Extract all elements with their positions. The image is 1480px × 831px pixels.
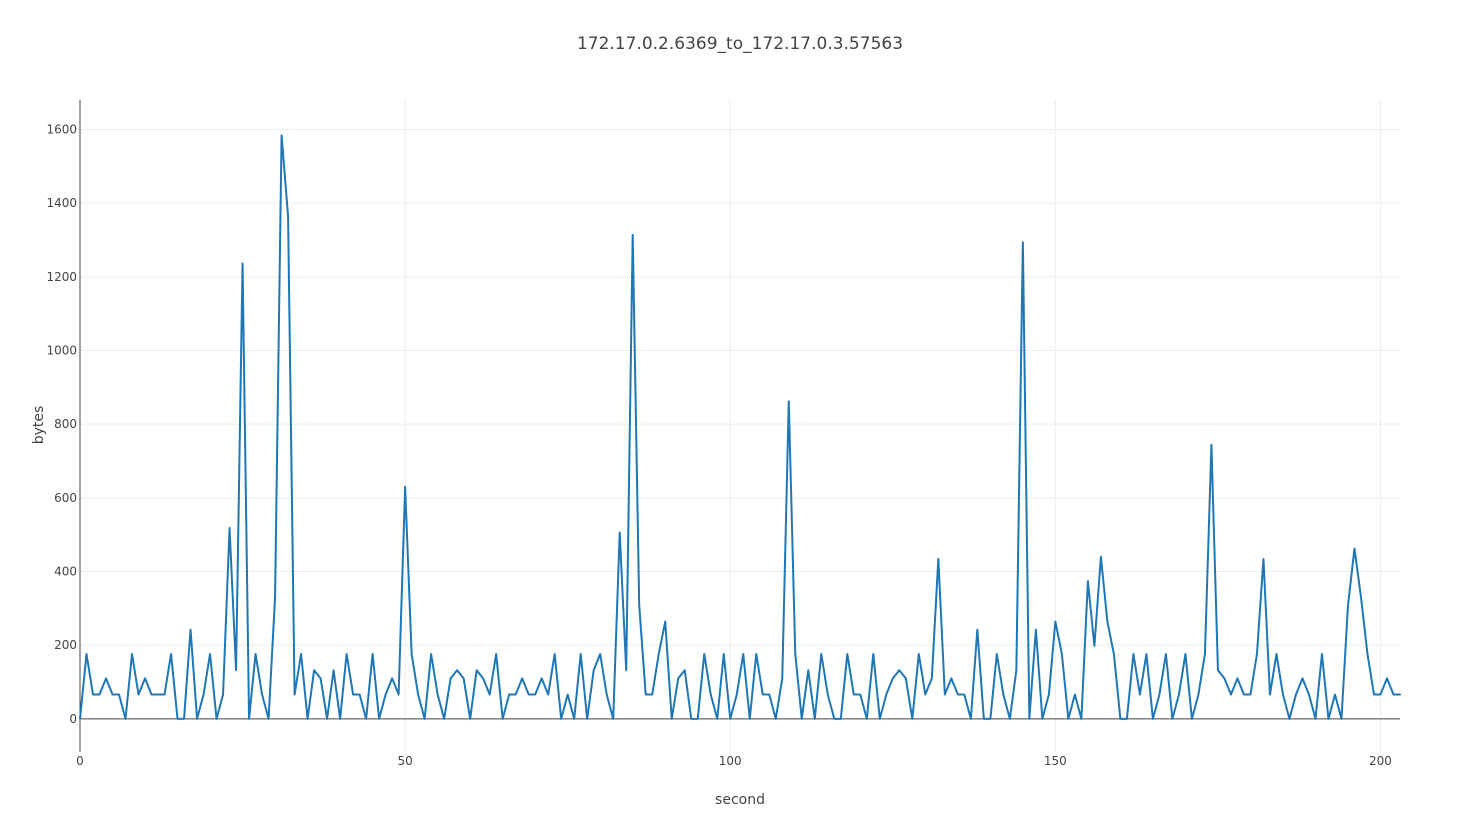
y-tick-label: 600 [54,491,77,505]
x-tick-label: 200 [1369,754,1392,768]
y-tick-label: 800 [54,417,77,431]
x-tick-label: 50 [397,754,412,768]
x-tick-label: 150 [1044,754,1067,768]
y-tick-label: 1600 [46,122,77,136]
axes [79,100,1400,752]
y-tick-label: 1400 [46,196,77,210]
series-line [79,134,1401,720]
x-axis-title: second [715,792,765,808]
series-layer [79,134,1401,720]
y-tick-label: 1000 [46,343,77,357]
y-axis-title: bytes [31,406,47,445]
y-tick-label: 400 [54,565,77,579]
y-tick-label: 0 [69,712,77,726]
grid-lines [80,100,1400,752]
tick-labels: 0 50 100 150 200 0 200 400 600 800 1000 1200 1400 160… [46,122,1391,768]
chart-title: 172.17.0.2.6369_to_172.17.0.3.57563 [577,34,903,54]
y-tick-label: 200 [54,638,77,652]
y-tick-label: 1200 [46,270,77,284]
x-tick-label: 0 [76,754,84,768]
x-tick-label: 100 [719,754,742,768]
